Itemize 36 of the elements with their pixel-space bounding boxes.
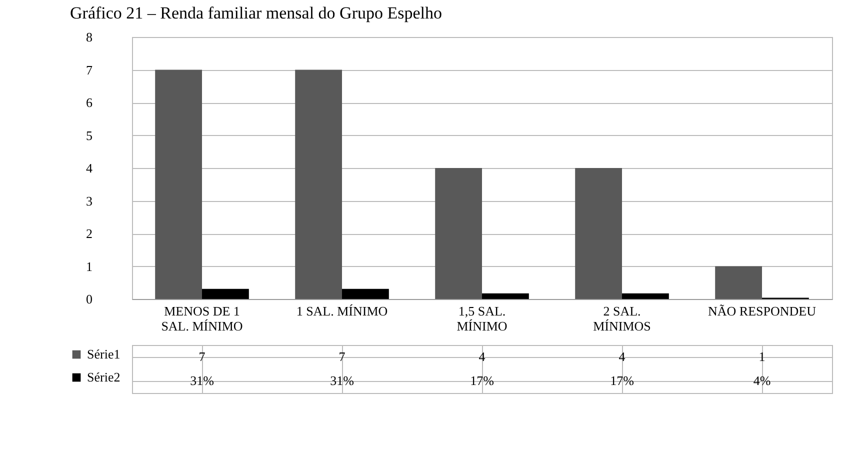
- bar: [155, 70, 202, 299]
- y-tick-label: 8: [86, 30, 92, 44]
- y-tick-label: 5: [86, 128, 92, 143]
- bar: [435, 168, 482, 299]
- bar: [482, 293, 529, 299]
- legend-label: Série1: [87, 346, 120, 362]
- bar: [202, 288, 249, 299]
- y-tick-label: 0: [86, 292, 92, 306]
- x-tick-label: 1 SAL. MÍNIMO: [296, 304, 388, 318]
- data-label: 17%: [610, 373, 634, 388]
- data-label: 4: [478, 349, 486, 364]
- data-label: 17%: [470, 373, 494, 388]
- data-label: 4%: [753, 373, 771, 388]
- data-label: 4: [618, 349, 626, 364]
- data-label: 31%: [330, 373, 354, 388]
- data-label: 7: [198, 349, 206, 364]
- x-tick-label: NÃO RESPONDEU: [708, 304, 817, 318]
- y-tick-label: 7: [86, 62, 93, 78]
- x-tick-label: 2 SAL. MÍNIMOS: [593, 304, 651, 334]
- bar: [575, 168, 622, 299]
- y-tick-label: 3: [86, 193, 92, 208]
- data-label: 31%: [190, 373, 214, 388]
- y-tick-label: 2: [86, 226, 92, 241]
- bar: [342, 288, 389, 299]
- bar: [622, 293, 669, 299]
- bar: [295, 70, 342, 299]
- y-tick-label: 6: [86, 95, 93, 110]
- legend-label: Série2: [87, 370, 120, 384]
- y-tick-label: 1: [86, 258, 92, 274]
- y-tick-label: 4: [86, 160, 93, 176]
- bar: [715, 266, 762, 299]
- x-tick-label: 1,5 SAL. MÍNIMO: [456, 304, 508, 334]
- x-tick-label: MENOS DE 1 SAL. MÍNIMO: [161, 304, 243, 334]
- chart-title: Gráfico 21 – Renda familiar mensal do Grupo Espelho: [70, 4, 442, 22]
- data-label: 1: [758, 349, 766, 364]
- data-label: 7: [338, 349, 346, 364]
